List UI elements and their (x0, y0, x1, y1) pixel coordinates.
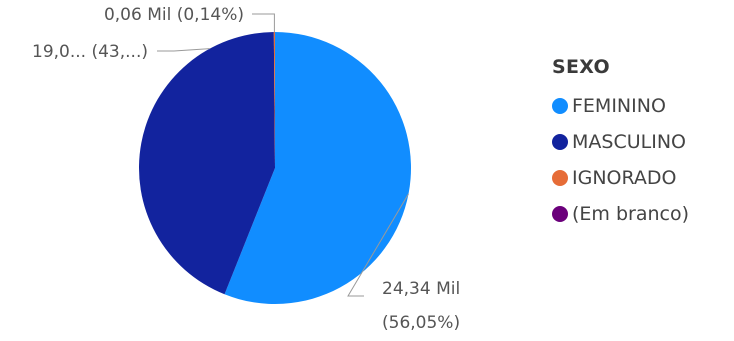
legend-label-masculino: MASCULINO (572, 131, 686, 153)
pie-slice-masculino[interactable] (138, 32, 275, 295)
data-label-feminino: 24,34 Mil (382, 279, 460, 299)
data-label-ignorado: 0,06 Mil (0,14%) (104, 5, 244, 25)
pie-slice-ignorado[interactable] (273, 32, 275, 168)
legend-item-feminino[interactable]: FEMININO (552, 88, 689, 124)
pie-slice-feminino[interactable] (224, 32, 411, 304)
legend-label-feminino: FEMININO (572, 95, 666, 117)
legend-item-ignorado[interactable]: IGNORADO (552, 160, 689, 196)
legend-swatch-em-branco (552, 206, 568, 222)
legend: SEXO FEMININO MASCULINO IGNORADO (Em bra… (552, 56, 689, 232)
leader-line-feminino (347, 193, 409, 297)
data-label-masculino: 19,0... (43,...) (32, 42, 148, 62)
legend-swatch-ignorado (552, 170, 568, 186)
legend-item-em-branco[interactable]: (Em branco) (552, 196, 689, 232)
legend-label-ignorado: IGNORADO (572, 167, 677, 189)
data-label-feminino-pct: (56,05%) (382, 313, 460, 333)
legend-label-em-branco: (Em branco) (572, 203, 690, 225)
leader-line-masculino (157, 48, 210, 52)
leader-line-ignorado (252, 13, 275, 33)
legend-title: SEXO (552, 56, 610, 78)
legend-swatch-feminino (552, 98, 568, 114)
legend-item-masculino[interactable]: MASCULINO (552, 124, 689, 160)
legend-swatch-masculino (552, 134, 568, 150)
